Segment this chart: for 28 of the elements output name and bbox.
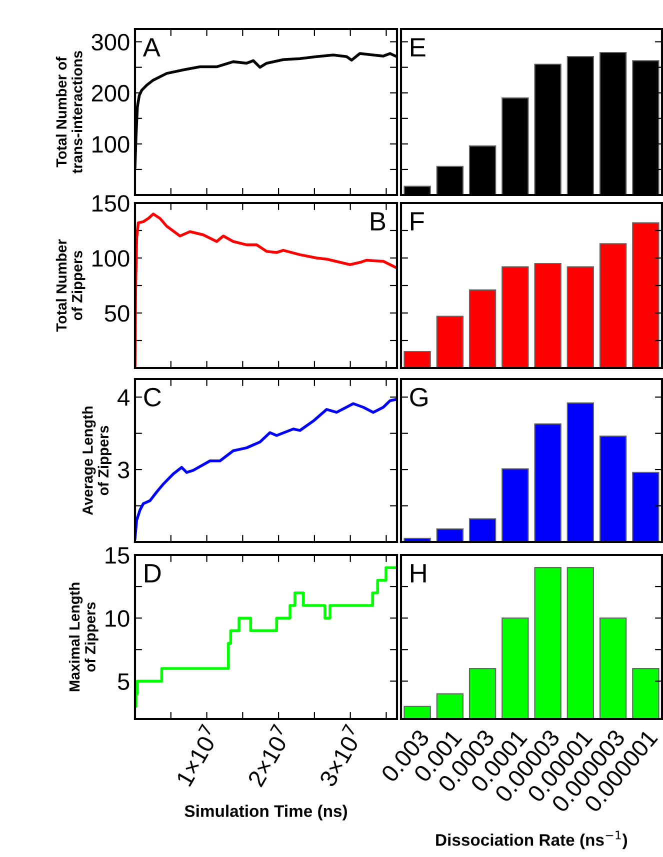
y-tick-label: 50 [104, 305, 130, 322]
annotation: F [410, 212, 424, 230]
y-tick-label: 3 [118, 462, 130, 478]
y-tick-label: 15 [106, 547, 130, 564]
annotation: D [145, 564, 161, 582]
y-axis-title: Total Number of trans-interactions [56, 51, 82, 174]
y-tick-label: 5 [118, 673, 130, 690]
y-tick-label: 100 [92, 250, 130, 267]
y-tick-label: 10 [106, 610, 130, 627]
annotation: G [410, 388, 428, 407]
y-tick-label: 300 [92, 34, 130, 51]
annotation: E [410, 38, 426, 56]
annotation: C [144, 388, 161, 407]
y-tick-label: 4 [118, 389, 130, 406]
x-axis-title: Simulation Time (ns) [184, 804, 347, 820]
annotation: A [142, 38, 160, 56]
y-axis-title: Maximal Length of Zippers [68, 582, 98, 692]
x-tick-label: 2×10$^{7}$ [243, 724, 292, 788]
x-tick-label: 3×10$^{7}$ [314, 724, 364, 788]
y-axis-title: Total Number of Zippers [56, 239, 86, 332]
y-tick-label: 150 [92, 195, 130, 212]
annotation: H [410, 564, 426, 582]
x-tick-label: 1×10$^{7}$ [172, 724, 221, 787]
x-axis-title: Dissociation Rate (ns$^{−1}$) [436, 830, 628, 850]
y-axis-title: Average Length of Zippers [82, 406, 112, 515]
y-tick-label: 200 [92, 84, 130, 102]
annotation: B [371, 212, 386, 230]
y-tick-label: 100 [92, 136, 130, 153]
